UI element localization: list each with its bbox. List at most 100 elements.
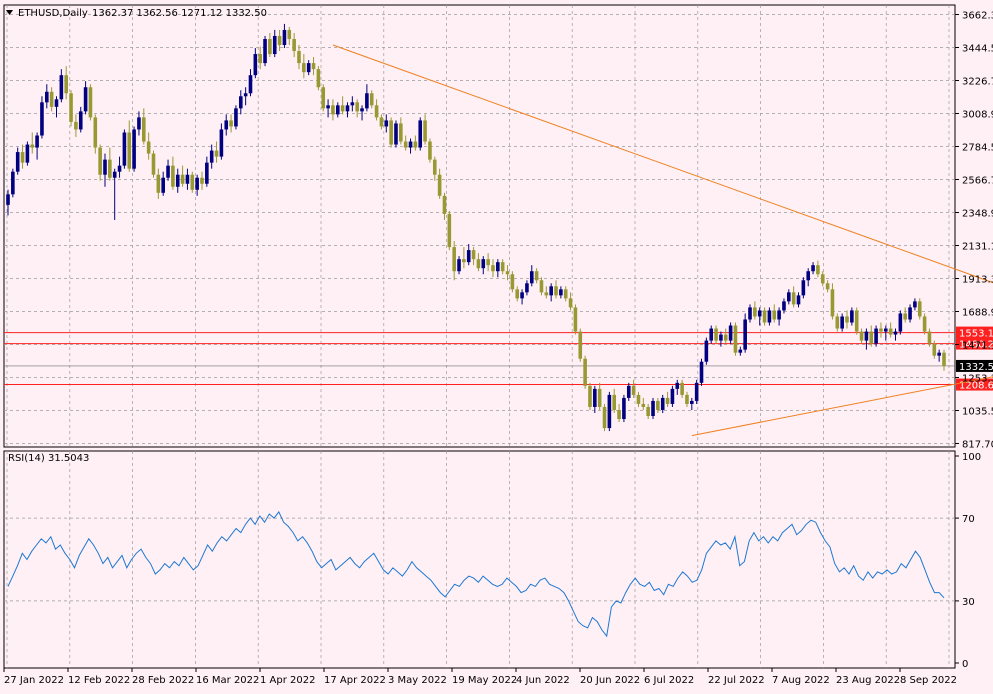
x-tick-label: 23 Aug 2022 [836, 675, 900, 686]
trendlines [332, 44, 993, 437]
candle-body [772, 310, 777, 320]
candle-body [350, 102, 355, 106]
candlestick-series [6, 23, 946, 432]
y-tick-label: 3662.30 [962, 11, 993, 22]
candle-body [408, 141, 413, 148]
candle-body [20, 152, 25, 163]
candle-body [224, 120, 229, 130]
y-tick-label: 1913.30 [962, 275, 993, 286]
candle-body [321, 87, 326, 109]
y-tick-label: 1471.10 [962, 341, 993, 352]
x-tick-label: 8 Sep 2022 [900, 675, 957, 686]
candle-body [559, 289, 563, 296]
candle-body [578, 331, 583, 359]
current-price-label: 1332.50 [959, 362, 993, 373]
candle-body [845, 316, 849, 323]
candle-body [112, 171, 117, 178]
candle-body [549, 286, 553, 296]
candle-body [617, 409, 621, 420]
level-label: 1208.64 [959, 381, 993, 392]
x-tick-label: 6 Jul 2022 [644, 675, 694, 686]
candle-body [830, 289, 835, 317]
candle-body [583, 358, 587, 386]
rsi-frame [3, 450, 956, 669]
candle-body [917, 301, 922, 317]
candle-body [593, 388, 597, 407]
x-tick-label: 1 Apr 2022 [260, 675, 315, 686]
candle-body [335, 105, 340, 115]
x-tick-label: 27 Jan 2022 [4, 675, 64, 686]
candle-body [219, 129, 224, 157]
candle-body [466, 250, 471, 263]
candle-body [927, 331, 932, 344]
y-tick-label: 1253.30 [962, 374, 993, 385]
candle-body [297, 51, 301, 64]
candle-body [597, 388, 602, 407]
candle-body [394, 123, 398, 145]
candle-body [103, 159, 107, 175]
price-axis: 3662.30 3444.50 3226.70 3008.90 2784.50 2566.… [955, 11, 993, 451]
candle-body [171, 165, 175, 187]
y-tick-label: 2131.10 [962, 242, 993, 253]
candle-body [423, 120, 427, 142]
x-tick-label: 7 Aug 2022 [772, 675, 830, 686]
candle-body [195, 177, 199, 190]
candle-body [64, 75, 68, 94]
candle-body [360, 108, 364, 112]
candle-body [840, 316, 844, 329]
main-frame [3, 4, 956, 448]
candle-body [539, 280, 544, 293]
x-tick-label: 28 Feb 2022 [132, 675, 194, 686]
candle-body [137, 117, 141, 130]
candle-body [11, 171, 15, 195]
candle-body [665, 397, 670, 404]
candle-body [365, 93, 369, 109]
candle-body [791, 292, 796, 305]
candle-body [30, 144, 35, 148]
candle-body [675, 382, 680, 389]
level-label: 1480.26 [959, 340, 993, 351]
candle-body [699, 361, 704, 383]
candle-body [544, 292, 549, 296]
candle-body [520, 292, 524, 299]
candle-body [641, 403, 646, 407]
candle-body [302, 63, 306, 73]
candle-body [44, 91, 49, 103]
y-tick-label: 3444.50 [962, 44, 993, 55]
x-tick-label: 12 Feb 2022 [68, 675, 130, 686]
candle-body [6, 194, 10, 205]
candle-body [457, 259, 461, 272]
candle-body [180, 174, 185, 184]
rsi-title: RSI(14) 31.5043 [8, 453, 89, 464]
dropdown-triangle-icon[interactable] [6, 10, 13, 15]
candle-body [345, 105, 350, 112]
candle-body [253, 54, 258, 76]
candle-body [311, 63, 316, 70]
symbol-label: ETHUSD,Daily [18, 8, 88, 19]
rsi-tick-label: 100 [962, 452, 981, 463]
candle-body [723, 334, 728, 341]
candle-body [355, 102, 359, 112]
y-tick-label: 3226.70 [962, 77, 993, 88]
candle-body [825, 283, 830, 290]
candle-body [127, 132, 132, 169]
candle-body [151, 153, 156, 175]
x-tick-label: 17 Apr 2022 [324, 675, 386, 686]
candle-body [437, 174, 442, 196]
candle-body [680, 382, 684, 395]
candle-body [340, 105, 345, 112]
candle-body [447, 213, 452, 248]
candle-body [15, 152, 20, 172]
main-grid [4, 5, 955, 447]
level-label: 1553.14 [959, 329, 993, 340]
candle-body [864, 331, 869, 341]
candle-body [306, 63, 311, 73]
candle-body [229, 120, 233, 127]
candle-body [399, 123, 403, 142]
candle-body [733, 325, 738, 353]
candle-body [40, 102, 44, 136]
rsi-tick-label: 0 [962, 659, 968, 670]
candle-body [326, 105, 330, 109]
candle-body [54, 99, 59, 107]
candle-body [389, 120, 393, 145]
